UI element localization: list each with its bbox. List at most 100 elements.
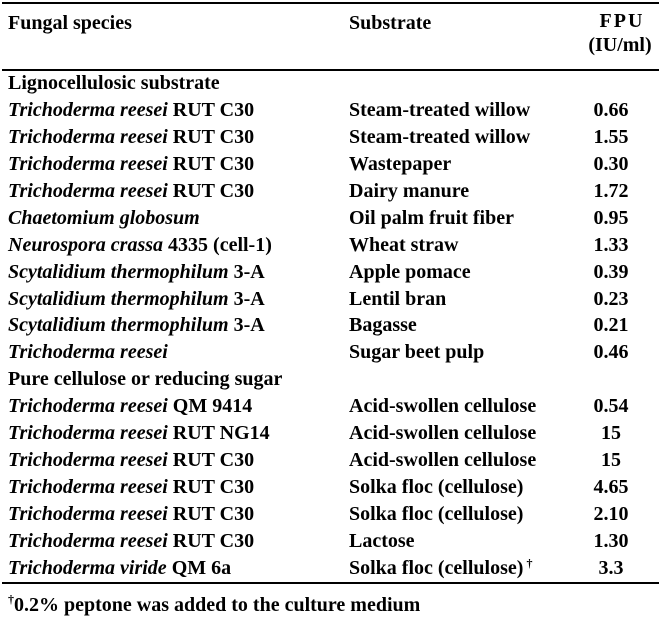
table-row: Trichoderma reesei RUT C30 Acid-swollen c… [8, 447, 658, 474]
species-name: Trichoderma reesei [8, 476, 168, 499]
species-name: Trichoderma reesei [8, 98, 168, 121]
table-row: Trichoderma reesei RUT C30 Wastepaper 0.30 [8, 151, 658, 178]
substrate-cell: Bagasse [349, 312, 420, 339]
substrate-text: Acid-swollen cellulose [349, 449, 537, 472]
substrate-cell: Solka floc (cellulose) † [349, 555, 532, 582]
table-row: Scytalidium thermophilum 3-A Apple pomace… [8, 259, 658, 286]
species-cell: Trichoderma reesei QM 9414 [8, 393, 252, 420]
species-cell: Trichoderma reesei RUT NG14 [8, 420, 270, 447]
species-name: Trichoderma reesei [8, 529, 168, 552]
substrate-cell: Apple pomace [349, 259, 474, 286]
substrate-cell: Solka floc (cellulose) [349, 501, 526, 528]
substrate-cell: Oil palm fruit fiber [349, 205, 517, 232]
fpu-cell: 15 [601, 449, 621, 472]
species-cell: Trichoderma viride QM 6a [8, 555, 231, 582]
species-name: Trichoderma reesei [8, 179, 168, 202]
section-title: Pure cellulose or reducing sugar [8, 368, 283, 391]
table-row: Trichoderma viride QM 6a Solka floc (cell… [8, 555, 658, 582]
substrate-text: Solka floc (cellulose) [349, 556, 524, 579]
substrate-cell: Acid-swollen cellulose [349, 420, 539, 447]
substrate-text: Solka floc (cellulose) [349, 503, 524, 525]
strain-id: RUT C30 [167, 476, 255, 499]
section-heading: Pure cellulose or reducing sugar [8, 366, 658, 393]
footnote: †0.2% peptone was added to the culture m… [8, 592, 420, 618]
substrate-cell: Steam-treated willow [349, 124, 533, 151]
species-cell: Neurospora crassa 4335 (cell-1) [8, 232, 272, 259]
species-name: Scytalidium thermophilum [8, 287, 229, 310]
species-cell: Trichoderma reesei RUT C30 [8, 528, 254, 555]
fpu-cell: 4.65 [593, 476, 629, 499]
header-fpu-label: FPU [599, 10, 645, 32]
fpu-cell: 0.95 [593, 206, 629, 229]
species-name: Trichoderma reesei [8, 449, 168, 472]
substrate-text: Acid-swollen cellulose [349, 422, 537, 445]
table-row: Trichoderma reesei RUT C30 Steam-treated … [8, 97, 658, 124]
table-row: Trichoderma reesei RUT NG14 Acid-swollen … [8, 420, 658, 447]
species-name: Neurospora crassa [8, 233, 164, 256]
strain-id: RUT C30 [167, 125, 255, 148]
table-row: Trichoderma reesei RUT C30 Solka floc (ce… [8, 474, 658, 501]
fpu-cell: 0.39 [593, 260, 629, 283]
species-cell: Trichoderma reesei RUT C30 [8, 151, 254, 178]
substrate-text: Wheat straw [349, 233, 459, 256]
fpu-cell: 1.30 [593, 529, 629, 552]
species-cell: Scytalidium thermophilum 3-A [8, 286, 265, 313]
substrate-text: Wastepaper [349, 152, 452, 175]
footnote-text: 0.2% peptone was added to the culture me… [14, 594, 421, 616]
substrate-cell: Steam-treated willow [349, 97, 533, 124]
header-species: Fungal species [8, 12, 132, 34]
species-name: Trichoderma reesei [8, 422, 168, 445]
table-row: Scytalidium thermophilum 3-A Bagasse 0.21 [8, 312, 658, 339]
strain-id: QM 6a [166, 556, 232, 579]
species-name: Trichoderma reesei [8, 152, 168, 175]
species-cell: Scytalidium thermophilum 3-A [8, 312, 265, 339]
fpu-cell: 0.66 [593, 98, 629, 121]
strain-id: 3-A [228, 287, 265, 310]
top-rule [2, 2, 659, 4]
table-body: Lignocellulosic substrate Trichoderma ree… [8, 70, 658, 582]
table-row: Scytalidium thermophilum 3-A Lentil bran 0… [8, 286, 658, 313]
substrate-text: Sugar beet pulp [349, 341, 485, 364]
table-row: Trichoderma reesei RUT C30 Solka floc (ce… [8, 501, 658, 528]
fpu-cell: 0.23 [593, 287, 629, 310]
fpu-cell: 1.72 [593, 179, 629, 202]
substrate-cell: Solka floc (cellulose) [349, 474, 526, 501]
species-cell: Trichoderma reesei RUT C30 [8, 178, 254, 205]
substrate-text: Steam-treated willow [349, 98, 531, 121]
substrate-text: Oil palm fruit fiber [349, 206, 514, 229]
strain-id: RUT C30 [167, 529, 255, 552]
footnote-mark: † [8, 592, 14, 606]
strain-id: RUT NG14 [167, 422, 270, 445]
strain-id: QM 9414 [167, 395, 253, 418]
fpu-cell: 15 [601, 422, 621, 445]
table-row: Trichoderma reesei Sugar beet pulp 0.46 [8, 339, 658, 366]
strain-id: RUT C30 [167, 449, 255, 472]
substrate-cell: Acid-swollen cellulose [349, 447, 539, 474]
substrate-text: Acid-swollen cellulose [349, 395, 537, 418]
header-rule [2, 69, 659, 71]
header-fpu: FPU (IU/ml) [582, 9, 661, 57]
species-name: Trichoderma reesei [8, 125, 168, 148]
strain-id: RUT C30 [167, 152, 255, 175]
species-cell: Scytalidium thermophilum 3-A [8, 259, 265, 286]
species-cell: Trichoderma reesei [8, 339, 168, 366]
substrate-text: Bagasse [349, 314, 417, 337]
table-row: Trichoderma reesei RUT C30 Steam-treated … [8, 124, 658, 151]
substrate-text: Steam-treated willow [349, 125, 531, 148]
fpu-cell: 0.21 [593, 314, 629, 337]
fpu-cell: 2.10 [593, 503, 629, 525]
species-cell: Trichoderma reesei RUT C30 [8, 474, 254, 501]
substrate-text: Apple pomace [349, 260, 471, 283]
section-heading: Lignocellulosic substrate [8, 70, 658, 97]
strain-id: RUT C30 [167, 179, 255, 202]
strain-id: 3-A [228, 314, 265, 337]
fpu-cell: 1.55 [593, 125, 629, 148]
header-fpu-unit: (IU/ml) [588, 34, 652, 56]
strain-id: RUT C30 [167, 503, 255, 525]
species-cell: Trichoderma reesei RUT C30 [8, 501, 254, 528]
substrate-cell: Lentil bran [349, 286, 449, 313]
fpu-cell: 0.30 [593, 152, 629, 175]
substrate-cell: Lactose [349, 528, 418, 555]
bottom-rule [2, 582, 659, 584]
